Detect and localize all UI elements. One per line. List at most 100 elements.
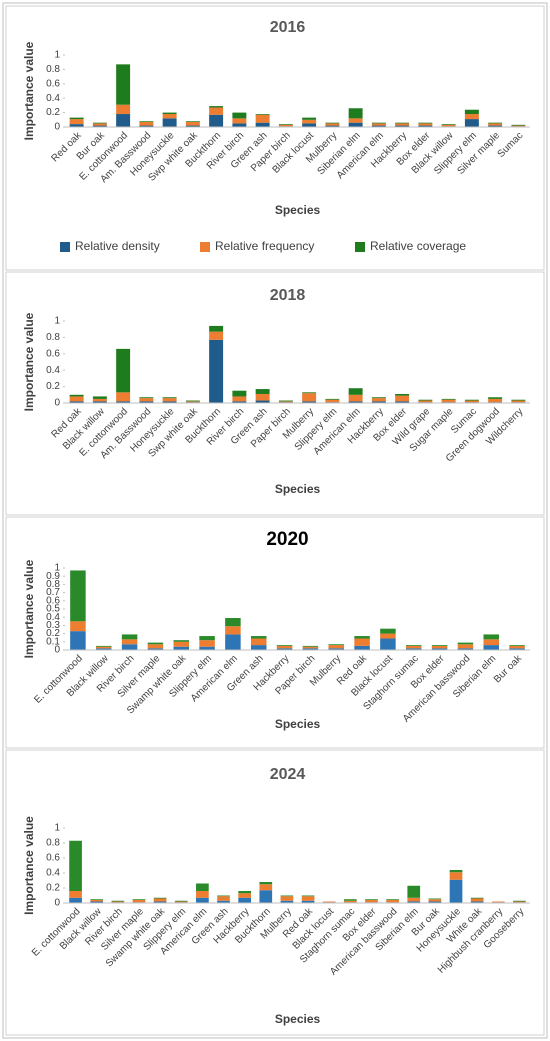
bar-segment (371, 123, 386, 126)
bar-segment (116, 401, 131, 403)
y-tick-label: 1 (54, 563, 60, 574)
y-tick-label: 0.2 (46, 381, 60, 392)
bar-segment (348, 118, 363, 123)
panel-border (5, 5, 545, 271)
bar-segment (278, 401, 293, 403)
y-tick-label: 0 (54, 645, 60, 656)
bar-segment (464, 114, 479, 120)
y-tick-label: 0.6 (46, 348, 60, 359)
y-tick-label: 0.8 (46, 332, 60, 343)
bar-segment (470, 901, 484, 903)
bar-segment (173, 640, 189, 642)
bar-segment (302, 393, 317, 402)
bar-segment (431, 648, 448, 650)
y-tick-label: 0.4 (46, 365, 60, 376)
bar-segment (488, 123, 503, 126)
bar-segment (407, 901, 421, 903)
bar-segment (69, 124, 84, 127)
bar-segment (90, 900, 104, 902)
y-tick-label: 0.3 (46, 620, 60, 631)
bar-segment (255, 389, 270, 394)
y-tick-label: 0 (54, 122, 60, 133)
bar-segment (173, 646, 189, 650)
bar-segment (276, 648, 293, 650)
legend-label: Relative density (75, 239, 160, 253)
bar-segment (302, 392, 317, 394)
bar-segment (238, 897, 251, 903)
bar-segment (162, 401, 177, 403)
y-tick-label: 0 (54, 898, 60, 909)
bar-segment (457, 648, 474, 650)
y-tick-label: 1 (54, 316, 60, 327)
bar-segment (162, 114, 177, 119)
bar-segment (238, 893, 251, 898)
x-axis-title: Species (275, 482, 321, 496)
bar-segment (464, 400, 479, 403)
bar-segment (301, 896, 315, 901)
y-tick-label: 0.8 (46, 64, 60, 75)
bar-segment (483, 639, 499, 646)
bar-segment (199, 636, 215, 641)
bar-segment (418, 123, 433, 126)
y-tick-label: 0.6 (46, 78, 60, 89)
bar-segment (69, 840, 82, 891)
bar-segment (185, 401, 200, 403)
bar-segment (464, 399, 479, 401)
legend-label: Relative frequency (215, 239, 314, 253)
bar-segment (173, 641, 189, 647)
bar-segment (449, 870, 463, 873)
bar-segment (162, 397, 177, 399)
bar-segment (395, 125, 410, 127)
bar-segment (380, 628, 396, 634)
bar-segment (69, 396, 84, 402)
bar-segment (209, 331, 224, 340)
bar-segment (92, 122, 107, 124)
bar-segment (457, 642, 474, 645)
bar-segment (232, 390, 247, 397)
x-tick-label: Bur oak (492, 653, 525, 686)
bar-segment (90, 901, 104, 903)
bar-segment (116, 104, 131, 115)
bar-segment (255, 393, 270, 401)
y-tick-label: 0.2 (46, 628, 60, 639)
bar-segment (153, 897, 167, 899)
bar-segment (325, 399, 340, 403)
bar-segment (147, 648, 164, 650)
bar-segment (511, 399, 526, 401)
y-tick-label: 0.4 (46, 612, 60, 623)
bar-segment (196, 883, 209, 891)
y-tick-label: 0.6 (46, 853, 60, 864)
bar-segment (302, 645, 319, 647)
bar-segment (116, 64, 131, 105)
bar-segment (259, 890, 273, 903)
bar-segment (69, 897, 82, 903)
bar-segment (325, 125, 340, 127)
bar-segment (488, 122, 503, 124)
y-tick-label: 0.8 (46, 838, 60, 849)
bar-segment (185, 400, 200, 402)
y-tick-label: 0.2 (46, 883, 60, 894)
bar-segment (217, 896, 230, 901)
bar-segment (259, 882, 273, 885)
bar-segment (96, 646, 112, 649)
bar-segment (325, 398, 340, 400)
bar-segment (255, 400, 270, 403)
y-tick-label: 0.2 (46, 107, 60, 118)
bar-segment (395, 122, 410, 124)
bar-segment (325, 122, 340, 124)
bar-segment (302, 117, 317, 120)
bar-segment (395, 395, 410, 402)
bar-segment (406, 645, 422, 646)
bar-segment (407, 885, 421, 898)
bar-segment (92, 401, 107, 403)
bar-segment (386, 900, 399, 903)
chart-title: 2020 (266, 529, 308, 550)
bar-segment (92, 398, 107, 402)
x-axis-title: Species (275, 1012, 321, 1026)
bar-segment (232, 112, 247, 119)
bar-segment (344, 900, 357, 903)
bar-segment (217, 895, 230, 897)
bar-segment (139, 397, 154, 399)
